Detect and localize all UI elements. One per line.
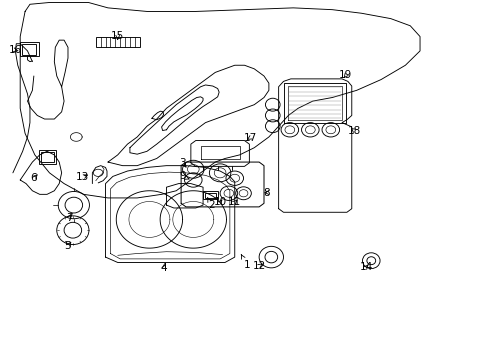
Text: 12: 12 — [252, 261, 265, 271]
Text: 6: 6 — [30, 173, 37, 183]
Text: 9: 9 — [179, 171, 189, 181]
Text: 7: 7 — [65, 213, 72, 222]
Text: 18: 18 — [347, 126, 360, 135]
Text: 4: 4 — [161, 263, 167, 273]
Text: 10: 10 — [213, 197, 226, 207]
Bar — [22, 44, 36, 55]
Text: 5: 5 — [64, 241, 71, 251]
Text: 13: 13 — [76, 172, 89, 182]
Text: 3: 3 — [179, 158, 186, 168]
Text: 14: 14 — [359, 262, 372, 272]
Bar — [39, 150, 56, 164]
Bar — [96, 37, 140, 47]
Text: 11: 11 — [228, 197, 241, 207]
Text: 1: 1 — [241, 255, 250, 270]
Text: 16: 16 — [9, 45, 22, 55]
Bar — [203, 192, 217, 199]
Text: 2: 2 — [207, 197, 214, 210]
Text: 17: 17 — [243, 133, 257, 143]
Text: 19: 19 — [339, 70, 352, 80]
Text: 15: 15 — [111, 31, 124, 41]
Bar — [41, 152, 54, 162]
Bar — [204, 193, 216, 198]
Text: 8: 8 — [263, 188, 269, 198]
Bar — [20, 42, 39, 56]
